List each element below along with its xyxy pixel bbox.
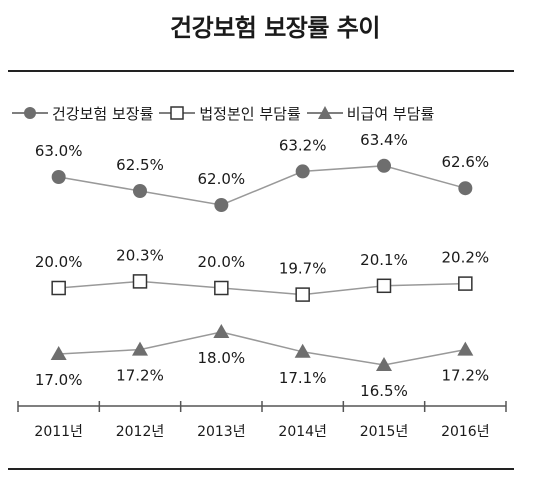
x-tick-label: 2016년 bbox=[441, 424, 490, 440]
x-tick-label: 2015년 bbox=[360, 424, 409, 440]
data-point-coverage bbox=[458, 181, 473, 196]
data-label-statutory: 20.0% bbox=[35, 253, 83, 271]
legend-item-statutory: 법정본인 부담률 bbox=[159, 103, 301, 124]
data-label-noncovered: 18.0% bbox=[198, 349, 246, 367]
legend-label-coverage: 건강보험 보장률 bbox=[52, 104, 154, 123]
x-tick-label: 2012년 bbox=[116, 424, 165, 440]
data-point-statutory bbox=[295, 287, 310, 302]
data-point-statutory bbox=[132, 274, 148, 289]
data-label-statutory: 20.1% bbox=[360, 251, 408, 269]
top-divider bbox=[8, 70, 514, 72]
data-point-statutory bbox=[51, 280, 66, 296]
data-point-coverage bbox=[133, 184, 147, 198]
legend-circle-marker-icon bbox=[12, 107, 48, 119]
legend-square-marker-icon bbox=[159, 106, 196, 120]
data-label-noncovered: 17.2% bbox=[442, 367, 490, 385]
data-label-statutory: 20.2% bbox=[442, 249, 490, 267]
series-line-statutory bbox=[58, 280, 466, 296]
series-line-coverage bbox=[58, 165, 466, 206]
bottom-divider bbox=[8, 468, 514, 470]
data-point-coverage bbox=[214, 198, 229, 212]
legend: 건강보험 보장률 법정본인 부담률 비급여 부담률 bbox=[12, 98, 440, 128]
data-label-coverage: 63.0% bbox=[35, 142, 83, 160]
data-point-coverage bbox=[51, 170, 66, 184]
data-point-noncovered bbox=[457, 341, 474, 356]
data-point-coverage bbox=[295, 164, 310, 179]
data-point-statutory bbox=[376, 278, 392, 294]
data-label-noncovered: 17.2% bbox=[116, 367, 164, 385]
legend-item-noncovered: 비급여 부담률 bbox=[306, 103, 435, 124]
legend-item-coverage: 건강보험 보장률 bbox=[12, 103, 153, 124]
data-label-statutory: 19.7% bbox=[279, 260, 327, 278]
data-point-noncovered bbox=[50, 346, 67, 360]
data-label-noncovered: 17.0% bbox=[35, 371, 83, 389]
data-label-coverage: 63.4% bbox=[360, 131, 408, 149]
data-label-coverage: 62.0% bbox=[198, 170, 246, 188]
data-point-noncovered bbox=[376, 357, 392, 371]
data-label-statutory: 20.0% bbox=[198, 253, 246, 271]
data-label-coverage: 63.2% bbox=[279, 136, 327, 154]
data-point-statutory bbox=[214, 280, 229, 296]
series-line-noncovered bbox=[58, 331, 466, 366]
chart-title: 건강보험 보장률 추이 bbox=[170, 14, 380, 42]
data-label-noncovered: 17.1% bbox=[279, 369, 327, 387]
data-label-coverage: 62.6% bbox=[442, 153, 490, 171]
data-point-noncovered bbox=[294, 343, 311, 358]
legend-label-noncovered: 비급여 부담률 bbox=[346, 104, 435, 123]
data-point-statutory bbox=[458, 276, 473, 291]
data-label-noncovered: 16.5% bbox=[360, 382, 408, 400]
data-point-coverage bbox=[377, 158, 391, 173]
data-label-statutory: 20.3% bbox=[116, 246, 164, 264]
legend-label-statutory: 법정본인 부담률 bbox=[199, 104, 301, 123]
data-label-coverage: 62.5% bbox=[116, 156, 164, 174]
x-tick-label: 2014년 bbox=[278, 424, 327, 440]
data-point-noncovered bbox=[213, 324, 230, 338]
data-point-noncovered bbox=[132, 341, 148, 356]
x-tick-label: 2011년 bbox=[34, 424, 83, 440]
x-tick-label: 2013년 bbox=[197, 424, 246, 440]
legend-triangle-marker-icon bbox=[306, 106, 343, 119]
